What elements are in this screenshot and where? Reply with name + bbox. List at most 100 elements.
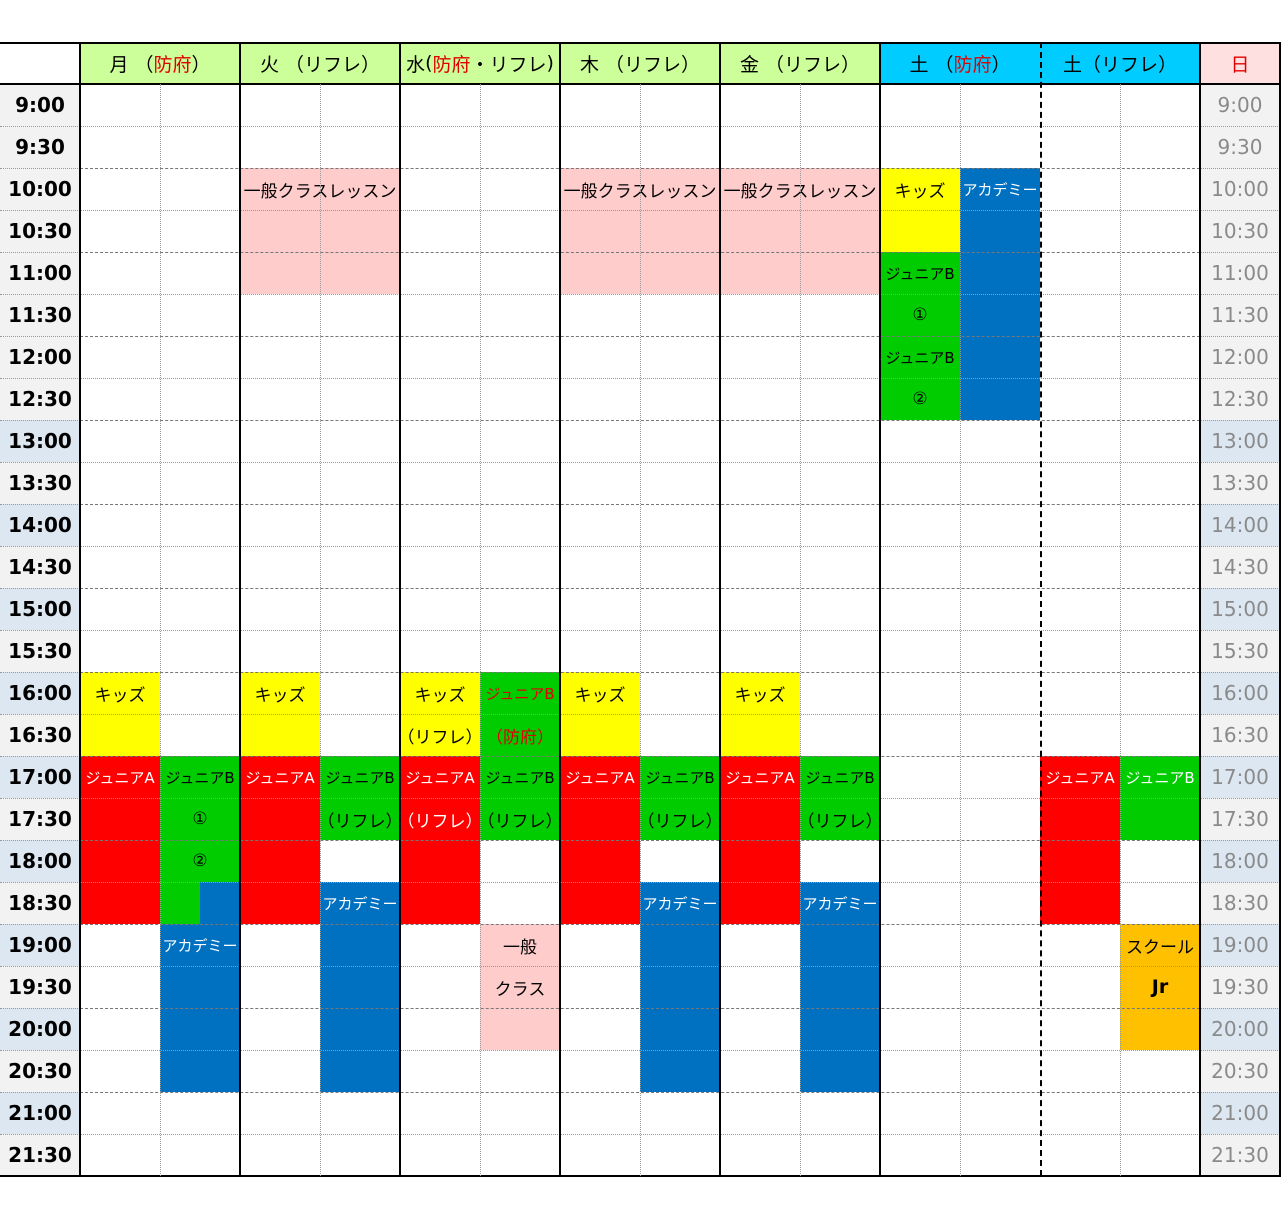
general-lesson-label: 一般クラスレッスン	[723, 181, 877, 202]
time-label: 12:30	[0, 378, 80, 420]
grid-line	[80, 630, 1200, 631]
time-label-right: 12:30	[1200, 378, 1280, 420]
time-label-right: 19:30	[1200, 966, 1280, 1008]
header-sun: 日	[1200, 42, 1280, 84]
time-label: 20:00	[0, 1008, 80, 1050]
junior-a-label: ジュニアA	[1045, 768, 1115, 787]
header-venue: 防府	[432, 53, 471, 76]
junior-b-label: ジュニアB	[485, 684, 555, 703]
time-label-right: 21:30	[1200, 1134, 1280, 1176]
academy-label: アカデミー	[962, 180, 1038, 199]
time-label: 16:00	[0, 672, 80, 714]
kids-label: キッズ	[254, 685, 306, 706]
grid-line	[80, 1134, 1200, 1135]
general-lesson-label: 一般クラスレッスン	[243, 181, 397, 202]
header-day: 日	[1230, 53, 1250, 76]
time-label-right: 16:00	[1200, 672, 1280, 714]
jr-label: Jr	[1151, 976, 1169, 998]
time-label: 9:00	[0, 84, 80, 126]
time-label: 10:30	[0, 210, 80, 252]
junior-b-mon	[160, 756, 240, 882]
time-label-right: 11:30	[1200, 294, 1280, 336]
academy-fri	[800, 882, 880, 1092]
refre-label: （リフレ）	[800, 811, 880, 832]
academy-label: アカデミー	[642, 894, 718, 913]
header-mon: 月 （防府）	[80, 42, 240, 84]
header-day: 木	[579, 53, 599, 76]
time-label-right: 13:30	[1200, 462, 1280, 504]
time-label-right: 17:30	[1200, 798, 1280, 840]
junior-b-label: ジュニアB	[645, 768, 715, 787]
time-label: 13:30	[0, 462, 80, 504]
header-day: 火	[259, 53, 279, 76]
general-class-wed	[480, 924, 560, 1050]
header-day: 水	[406, 53, 426, 76]
time-label-right: 20:30	[1200, 1050, 1280, 1092]
junior-a-label: ジュニアA	[85, 768, 155, 787]
refre-label: （リフレ）	[320, 811, 400, 832]
header-venue: 防府	[153, 53, 192, 76]
junior-b-label: ジュニアB	[485, 768, 555, 787]
grid-line	[80, 588, 1200, 589]
time-label: 14:00	[0, 504, 80, 546]
hofu-label: （防府）	[486, 727, 554, 748]
school-label: スクール	[1126, 937, 1194, 958]
header-venue: リフレ	[1101, 53, 1159, 76]
time-label: 17:30	[0, 798, 80, 840]
kids-label: キッズ	[414, 685, 466, 706]
time-label-right: 21:00	[1200, 1092, 1280, 1134]
header-venue: 防府	[953, 53, 992, 76]
junior-b-label: ジュニアB	[885, 264, 955, 283]
junior-a-label: ジュニアA	[245, 768, 315, 787]
time-label: 20:30	[0, 1050, 80, 1092]
school-jr-sat	[1120, 924, 1200, 1050]
time-label-right: 15:30	[1200, 630, 1280, 672]
grid-line	[80, 420, 1200, 421]
time-label: 9:30	[0, 126, 80, 168]
time-label-right: 15:00	[1200, 588, 1280, 630]
junior-a-label: ジュニアA	[405, 768, 475, 787]
time-label: 15:00	[0, 588, 80, 630]
academy-label: アカデミー	[802, 894, 878, 913]
class-label: クラス	[494, 979, 546, 1000]
time-label: 10:00	[0, 168, 80, 210]
kids-label: キッズ	[734, 685, 786, 706]
junior-b-label: ジュニアB	[805, 768, 875, 787]
academy-label: アカデミー	[322, 894, 398, 913]
junior-a-label: ジュニアA	[725, 768, 795, 787]
time-label: 19:30	[0, 966, 80, 1008]
academy-tue	[320, 882, 400, 1092]
junior-a-label: ジュニアA	[565, 768, 635, 787]
academy-label: アカデミー	[162, 936, 238, 955]
circle-1-label: ①	[192, 809, 208, 829]
grid-line	[80, 1092, 1200, 1093]
grid-line	[80, 462, 1200, 463]
time-label: 11:30	[0, 294, 80, 336]
time-label-right: 18:00	[1200, 840, 1280, 882]
time-label: 21:00	[0, 1092, 80, 1134]
time-label: 14:30	[0, 546, 80, 588]
circle-1-label: ①	[912, 305, 928, 325]
header-thu: 木 （リフレ）	[560, 42, 720, 84]
header-fri: 金 （リフレ）	[720, 42, 880, 84]
grid-line	[80, 126, 1200, 127]
refre-label: （リフレ）	[400, 811, 480, 832]
time-label: 21:30	[0, 1134, 80, 1176]
general-label: 一般	[503, 937, 537, 958]
general-lesson-label: 一般クラスレッスン	[563, 181, 717, 202]
header-day: 土	[909, 53, 929, 76]
time-label: 11:00	[0, 252, 80, 294]
refre-label: （リフレ）	[640, 811, 720, 832]
time-label-right: 19:00	[1200, 924, 1280, 966]
time-label-right: 20:00	[1200, 1008, 1280, 1050]
junior-b-label: ジュニアB	[325, 768, 395, 787]
header-separator: ・	[470, 53, 490, 76]
refre-label: （リフレ）	[400, 727, 480, 748]
time-label-right: 14:30	[1200, 546, 1280, 588]
circle-2-label: ②	[912, 389, 928, 409]
time-label-right: 10:00	[1200, 168, 1280, 210]
grid-line	[0, 1175, 1281, 1177]
time-label: 17:00	[0, 756, 80, 798]
header-venue: リフレ	[489, 53, 547, 76]
time-label-right: 18:30	[1200, 882, 1280, 924]
